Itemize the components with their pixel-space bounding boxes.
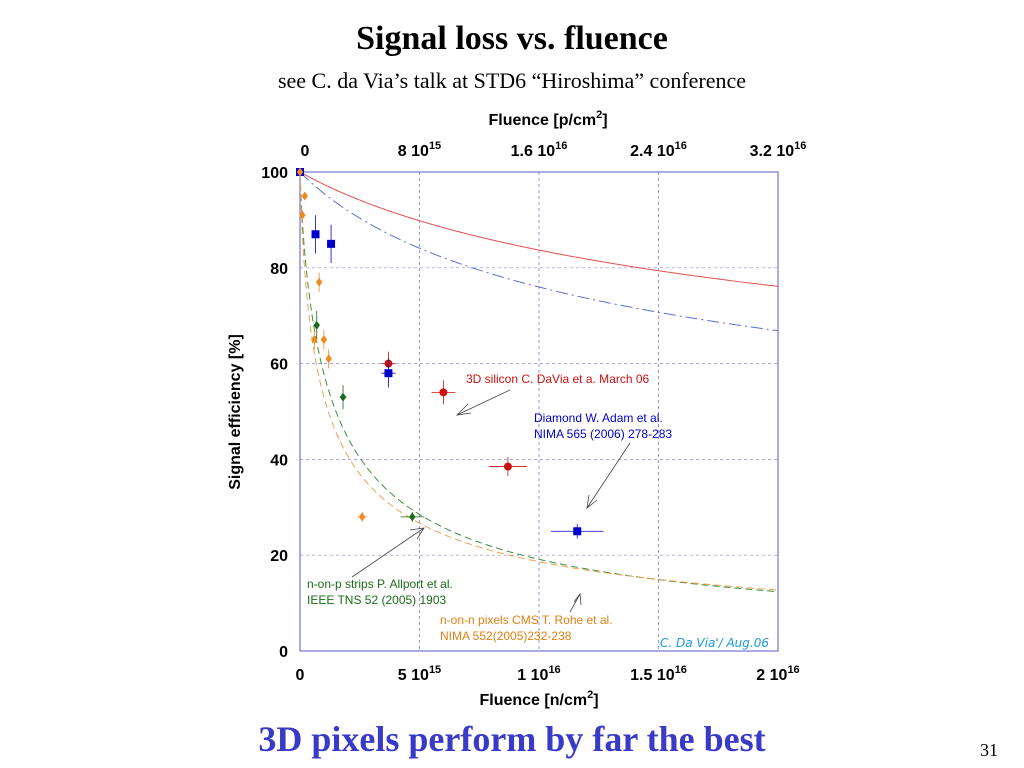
y-tick-label-4: 80 bbox=[270, 261, 288, 278]
x2-tick-label-4: 3.2 1016 bbox=[750, 140, 807, 160]
y-axis-label: Signal efficiency [%] bbox=[227, 334, 244, 490]
arrow-n-on-p-head bbox=[409, 527, 425, 540]
arrow-n-on-n-head bbox=[573, 592, 582, 606]
arrow-n-on-p bbox=[351, 527, 425, 578]
x2-tick-label-3-exponent: 16 bbox=[675, 140, 687, 152]
n-on-n-point-5 bbox=[320, 335, 328, 345]
x-tick-label-3-exponent: 16 bbox=[675, 664, 687, 676]
annotation-3d-silicon: 3D silicon C. DaVia et a. March 06 bbox=[466, 372, 650, 386]
n-on-n-point-1 bbox=[299, 210, 306, 220]
x2-tick-label-2-mantissa: 1.6 10 bbox=[511, 143, 556, 160]
x-tick-label-4-mantissa: 2 10 bbox=[756, 667, 787, 684]
n-on-n-fit bbox=[299, 171, 779, 591]
plot-frame bbox=[299, 171, 779, 652]
y-tick-label-0: 0 bbox=[279, 644, 288, 661]
x2-tick-label-0-mantissa: 0 bbox=[301, 143, 310, 160]
annotations: 3D silicon C. DaVia et a. March 06 Diamo… bbox=[307, 372, 769, 650]
slide-title: Signal loss vs. fluence bbox=[356, 20, 668, 57]
annotation-n-on-n-line2: NIMA 552(2005)232-238 bbox=[440, 629, 572, 643]
x2-axis-label-sup: 2 bbox=[596, 109, 602, 121]
diamond-point-1 bbox=[311, 230, 320, 239]
3d-silicon-fit bbox=[299, 171, 779, 287]
arrow-diamond-head bbox=[586, 494, 598, 509]
x-tick-label-4: 2 1016 bbox=[756, 664, 799, 684]
x-tick-label-4-exponent: 16 bbox=[787, 664, 799, 676]
grid-lines bbox=[300, 172, 778, 651]
annotation-n-on-n-line1: n-on-n pixels CMS T. Rohe et al. bbox=[440, 613, 613, 627]
x-tick-label-1-mantissa: 5 10 bbox=[398, 667, 429, 684]
x-tick-label-3-mantissa: 1.5 10 bbox=[630, 667, 675, 684]
x-axis-label-sup: 2 bbox=[587, 689, 593, 701]
n-on-p-point-1 bbox=[339, 392, 347, 402]
diamond-point-4 bbox=[573, 527, 582, 536]
x-tick-label-3: 1.5 1016 bbox=[630, 664, 687, 684]
x2-tick-label-1: 8 1015 bbox=[398, 140, 441, 160]
x-tick-label-2: 1 1016 bbox=[517, 664, 560, 684]
bottom-statement: 3D pixels perform by far the best bbox=[258, 719, 766, 759]
annotation-diamond-line1: Diamond W. Adam et al. bbox=[534, 411, 663, 425]
annotation-diamond-line2: NIMA 565 (2006) 278-283 bbox=[534, 427, 672, 441]
arrow-3d-silicon-head bbox=[455, 403, 472, 416]
x-tick-label-1: 5 1015 bbox=[398, 664, 441, 684]
x2-tick-label-1-mantissa: 8 10 bbox=[398, 143, 429, 160]
y-tick-label-1: 20 bbox=[270, 548, 288, 565]
y-tick-label-2: 40 bbox=[270, 452, 288, 469]
x2-tick-label-3: 2.4 1016 bbox=[630, 140, 687, 160]
n-on-n-point-0 bbox=[296, 167, 304, 177]
x2-tick-label-4-mantissa: 3.2 10 bbox=[750, 143, 795, 160]
x2-axis-label-close: ] bbox=[602, 112, 607, 129]
x-axis-label-close: ] bbox=[593, 692, 598, 709]
diamond-fit bbox=[299, 171, 779, 332]
x-tick-label-1-exponent: 15 bbox=[429, 664, 441, 676]
x2-axis-label-main: Fluence [p/cm bbox=[488, 112, 596, 129]
arrow-diamond bbox=[586, 442, 631, 509]
n-on-n-point-6 bbox=[325, 354, 332, 364]
n-on-n-point-3 bbox=[311, 335, 318, 345]
3d-silicon-point-3 bbox=[503, 462, 512, 471]
n-on-p-point-2 bbox=[409, 512, 416, 522]
data-points bbox=[296, 167, 604, 539]
x2-tick-label-2-exponent: 16 bbox=[555, 140, 567, 152]
annotation-n-on-p-line2: IEEE TNS 52 (2005) 1903 bbox=[307, 593, 447, 607]
arrow-n-on-n bbox=[569, 593, 581, 613]
x2-tick-label-4-exponent: 16 bbox=[794, 140, 806, 152]
author-credit: C. Da Via'/ Aug.06 bbox=[660, 636, 769, 650]
y-tick-label-5: 100 bbox=[261, 165, 288, 182]
annotation-n-on-p-line1: n-on-p strips P. Allport et al. bbox=[307, 577, 453, 591]
diamond-point-3 bbox=[384, 369, 393, 378]
x2-tick-label-2: 1.6 1016 bbox=[511, 140, 568, 160]
x-tick-label-0: 0 bbox=[296, 667, 305, 684]
page-number: 31 bbox=[980, 740, 998, 760]
arrow-3d-silicon bbox=[456, 389, 511, 416]
n-on-p-fit bbox=[299, 171, 779, 593]
x-axis-label-main: Fluence [n/cm bbox=[479, 692, 587, 709]
x-tick-label-2-mantissa: 1 10 bbox=[517, 667, 548, 684]
slide-subtitle: see C. da Via’s talk at STD6 “Hiroshima”… bbox=[277, 68, 747, 93]
n-on-p-point-0 bbox=[313, 320, 320, 330]
diamond-point-2 bbox=[327, 239, 336, 248]
x2-tick-label-1-exponent: 15 bbox=[429, 140, 441, 152]
n-on-n-point-4 bbox=[315, 277, 323, 287]
3d-silicon-point-2 bbox=[439, 388, 448, 397]
x-tick-label-2-exponent: 16 bbox=[548, 664, 560, 676]
x-tick-label-0-mantissa: 0 bbox=[296, 667, 305, 684]
n-on-n-point-2 bbox=[301, 191, 308, 201]
n-on-n-point-7 bbox=[358, 512, 366, 522]
x2-tick-label-0: 0 bbox=[301, 143, 310, 160]
x2-tick-label-3-mantissa: 2.4 10 bbox=[630, 143, 675, 160]
y-tick-label-3: 60 bbox=[270, 357, 288, 374]
fit-curves bbox=[299, 171, 779, 593]
x-axis-label: Fluence [n/cm2] bbox=[479, 689, 598, 709]
x2-axis-label: Fluence [p/cm2] bbox=[488, 109, 607, 129]
